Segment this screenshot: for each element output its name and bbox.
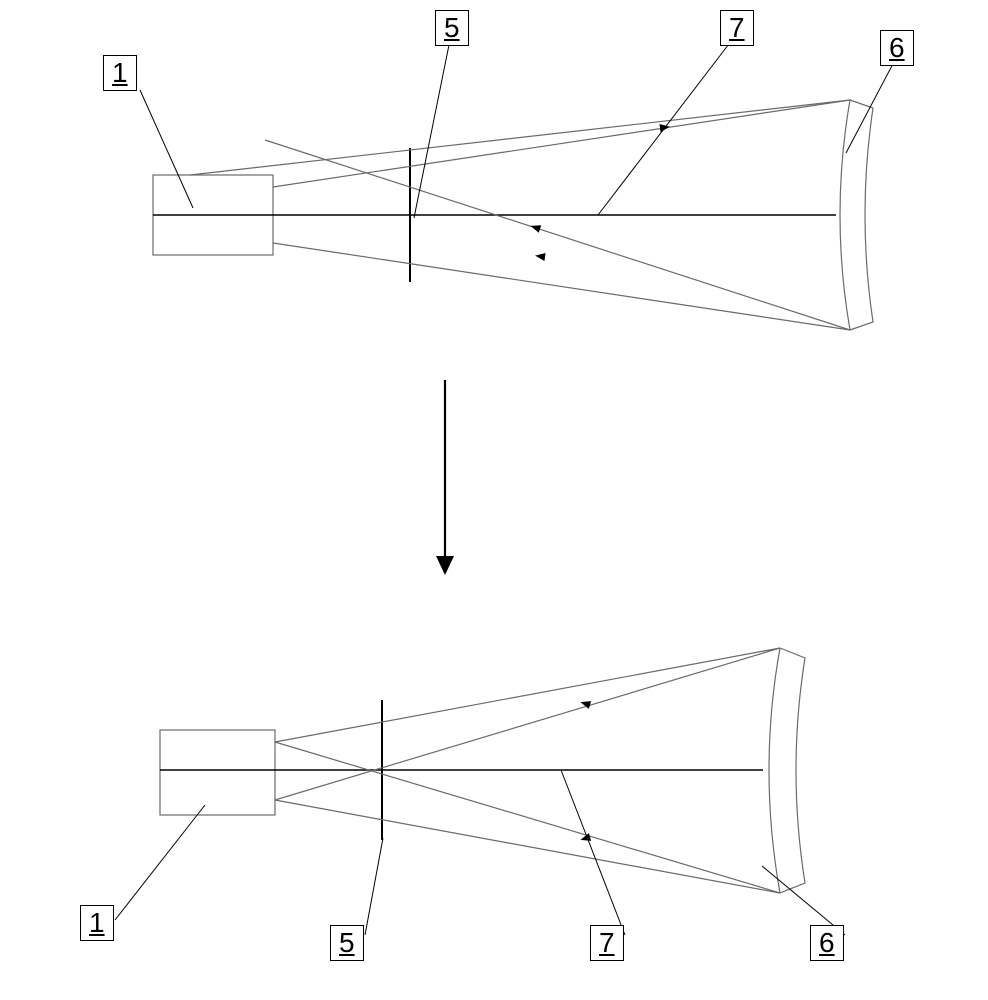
- label-text: 1: [89, 907, 105, 938]
- top-diagram: [140, 40, 895, 330]
- mirror-curve: [840, 100, 850, 330]
- leader-5: [365, 838, 383, 935]
- leader-5: [414, 40, 450, 218]
- ray-out-bot: [275, 800, 780, 893]
- leader-1: [140, 90, 193, 208]
- leader-7: [598, 40, 732, 215]
- label-1-bottom: 1: [80, 905, 114, 941]
- ray-back-2: [265, 140, 850, 330]
- leader-6: [846, 60, 895, 153]
- mirror-back: [850, 100, 873, 330]
- ray-arrowhead: [529, 222, 541, 233]
- label-6-bottom: 6: [810, 925, 844, 961]
- label-text: 1: [112, 57, 128, 88]
- label-5-bottom: 5: [330, 925, 364, 961]
- label-6-top: 6: [880, 30, 914, 66]
- label-text: 7: [729, 12, 745, 43]
- label-7-bottom: 7: [590, 925, 624, 961]
- ray-arrowhead: [535, 252, 546, 261]
- leader-7: [561, 770, 625, 935]
- label-text: 5: [339, 927, 355, 958]
- leader-1: [115, 805, 205, 920]
- ray-out-bot: [273, 243, 850, 330]
- label-7-top: 7: [720, 10, 754, 46]
- ray-out-top: [273, 100, 850, 187]
- mirror-curve: [769, 648, 780, 893]
- label-5-top: 5: [435, 10, 469, 46]
- source-box: [160, 730, 275, 815]
- diagram-canvas: [0, 0, 988, 1000]
- label-1-top: 1: [103, 55, 137, 91]
- ray-out-top: [275, 648, 780, 742]
- label-text: 7: [599, 927, 615, 958]
- label-text: 5: [444, 12, 460, 43]
- mirror-back: [780, 648, 805, 893]
- label-text: 6: [889, 32, 905, 63]
- ray-back-1: [275, 648, 780, 800]
- ray-back-2: [275, 742, 780, 893]
- ray-back-1: [190, 100, 850, 175]
- label-text: 6: [819, 927, 835, 958]
- bottom-diagram: [115, 648, 845, 935]
- transition-arrow: [436, 380, 454, 575]
